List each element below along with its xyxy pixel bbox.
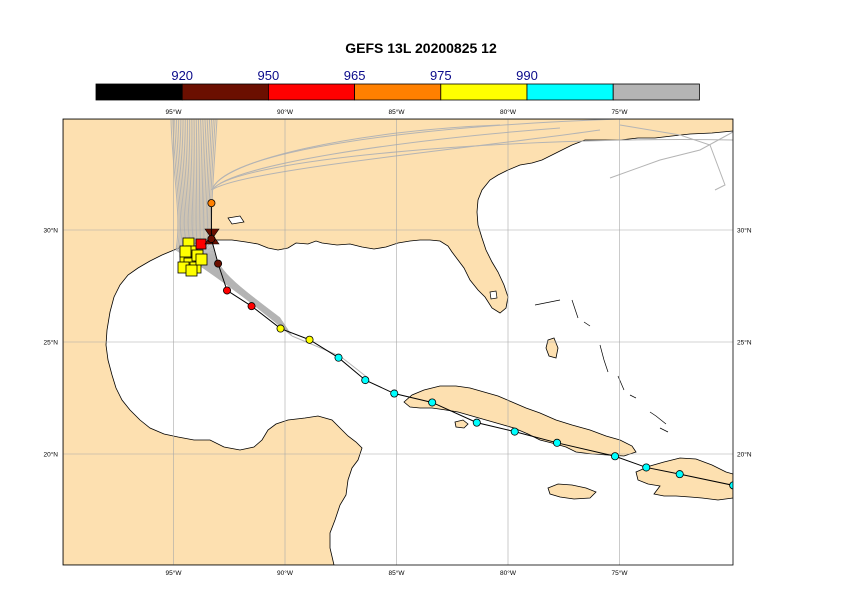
- forecast-track: [207, 199, 733, 490]
- track-point: [642, 463, 651, 472]
- track-point: [214, 259, 223, 268]
- track-point: [611, 452, 620, 461]
- legend-threshold-label: 975: [430, 68, 452, 83]
- track-point: [428, 398, 437, 407]
- lon-tick-label: 80°W: [500, 108, 517, 116]
- track-point: [472, 418, 481, 427]
- bahamas-islands: [534, 299, 669, 433]
- lon-tick-label: 85°W: [389, 108, 406, 116]
- ensemble-track: [211, 129, 601, 191]
- chart-title: GEFS 13L 20200825 12: [345, 40, 497, 56]
- lat-tick-label: 30°N: [43, 227, 58, 235]
- track-point: [729, 481, 733, 490]
- track-point: [247, 302, 256, 311]
- ensemble-box: [179, 245, 192, 258]
- forecast-track-line: [210, 203, 733, 486]
- lon-tick-label: 85°W: [389, 569, 406, 577]
- track-point: [361, 376, 370, 385]
- ensemble-track: [211, 139, 733, 191]
- axis-tick-labels: 95°W 95°W 90°W 90°W 85°W 85°W 80°W 80°W 75°W 75°W…: [43, 108, 751, 577]
- ensemble-box: [185, 264, 198, 277]
- lon-tick-label: 90°W: [277, 108, 294, 116]
- track-point: [553, 438, 562, 447]
- lat-tick-label: 25°N: [43, 339, 58, 347]
- legend-color-bar: [95, 83, 700, 101]
- lake-pontchartrain: [227, 215, 245, 225]
- lon-tick-label: 75°W: [612, 569, 629, 577]
- track-point: [276, 324, 285, 333]
- track-point: [334, 353, 343, 362]
- ensemble-landfall-boxes: [177, 228, 220, 277]
- lat-tick-label: 25°N: [737, 339, 752, 347]
- ensemble-box: [195, 253, 208, 266]
- jamaica-island: [547, 483, 597, 500]
- ensemble-track: [211, 119, 621, 191]
- hispaniola-island: [635, 457, 733, 501]
- lon-tick-label: 90°W: [277, 569, 294, 577]
- north-america-landmass: [63, 119, 733, 565]
- lat-tick-label: 20°N: [737, 451, 752, 459]
- lake-okeechobee: [489, 290, 498, 300]
- track-point: [675, 470, 684, 479]
- legend-threshold-label: 950: [258, 68, 280, 83]
- track-point: [207, 199, 216, 208]
- legend-threshold-label: 965: [344, 68, 366, 83]
- lat-tick-label: 20°N: [43, 451, 58, 459]
- isla-juventud: [454, 419, 469, 429]
- track-point: [223, 286, 232, 295]
- lon-tick-label: 80°W: [500, 569, 517, 577]
- track-point: [305, 335, 314, 344]
- track-point: [207, 234, 216, 243]
- ensemble-box-red: [195, 238, 207, 250]
- pressure-color-legend: 920 950 965 975 990: [95, 68, 700, 101]
- ensemble-track: [609, 131, 733, 179]
- legend-threshold-labels: 920 950 965 975 990: [171, 68, 538, 83]
- legend-swatch: [612, 83, 700, 101]
- map-frame: [62, 118, 734, 566]
- lat-tick-label: 30°N: [737, 227, 752, 235]
- legend-threshold-label: 990: [516, 68, 538, 83]
- lat-lon-grid: [63, 119, 733, 565]
- track-point: [390, 389, 399, 398]
- lon-tick-label: 95°W: [166, 569, 183, 577]
- track-point: [510, 427, 519, 436]
- lon-tick-label: 95°W: [166, 108, 183, 116]
- bahamas-andros: [545, 337, 559, 359]
- legend-threshold-label: 920: [171, 68, 193, 83]
- lon-tick-label: 75°W: [612, 108, 629, 116]
